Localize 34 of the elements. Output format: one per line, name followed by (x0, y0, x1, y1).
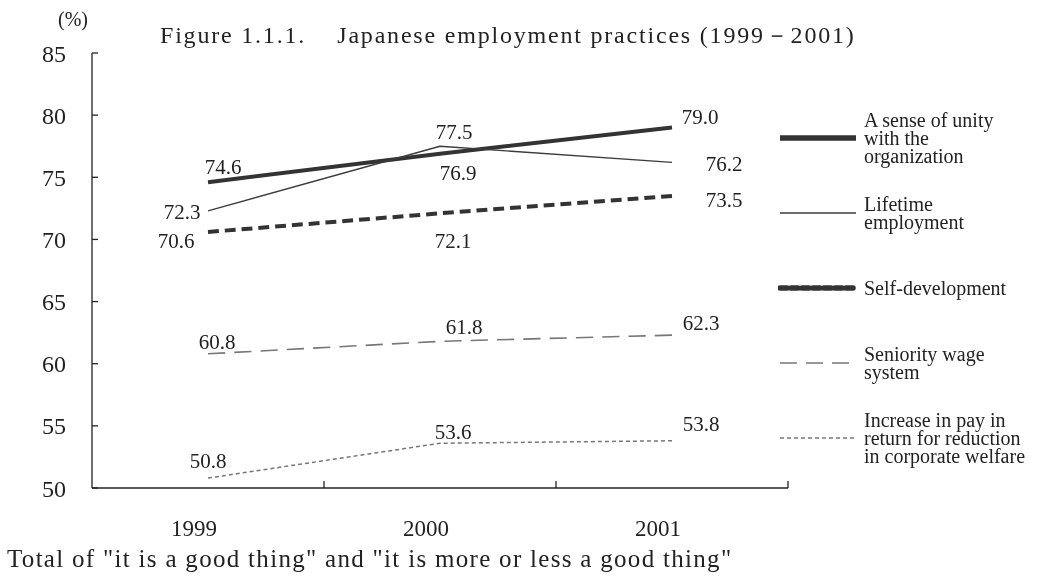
legend-label: Lifetime employment (864, 192, 965, 233)
data-label: 50.8 (189, 449, 227, 474)
x-tick-label: 2000 (403, 515, 449, 541)
data-label: 77.5 (435, 120, 473, 145)
data-label: 76.9 (439, 160, 477, 185)
legend-label: Increase in pay in return for reduction in corporate welfare (864, 408, 1026, 467)
legend-label: Self-development (864, 276, 1008, 299)
legend-label: Seniority wage system (864, 342, 986, 383)
data-label: 61.8 (445, 315, 483, 340)
legend-label: A sense of unity with the organization (864, 108, 995, 167)
data-label: 53.6 (434, 420, 472, 445)
text: Total of "it is a good thing" and "it is more or less a good thing" (7, 545, 733, 573)
data-label: 53.8 (682, 411, 720, 436)
y-tick-label: 65 (42, 289, 66, 316)
y-tick-label: 70 (42, 226, 66, 253)
y-axis-title: (%) (58, 8, 88, 31)
data-label: 70.6 (157, 228, 195, 253)
y-tick-label: 75 (42, 164, 66, 191)
y-tick-label: 50 (42, 475, 66, 502)
data-label: 60.8 (198, 329, 236, 354)
y-tick-label: 85 (42, 40, 66, 67)
y-tick-label: 55 (42, 413, 66, 440)
x-tick-label: 1999 (171, 515, 217, 541)
y-tick-label: 80 (42, 102, 66, 129)
chart-title: Figure 1.1.1. Japanese employment practices (1999－2001) (160, 21, 856, 50)
y-tick-label: 60 (42, 351, 66, 378)
x-tick-label: 2001 (635, 515, 681, 541)
data-label: 72.1 (434, 229, 472, 254)
data-label: 79.0 (681, 104, 719, 129)
data-label: 72.3 (163, 199, 201, 224)
data-label: 74.6 (204, 155, 242, 180)
data-label: 76.2 (705, 152, 743, 177)
data-label: 73.5 (705, 187, 743, 212)
data-label: 62.3 (682, 311, 720, 336)
